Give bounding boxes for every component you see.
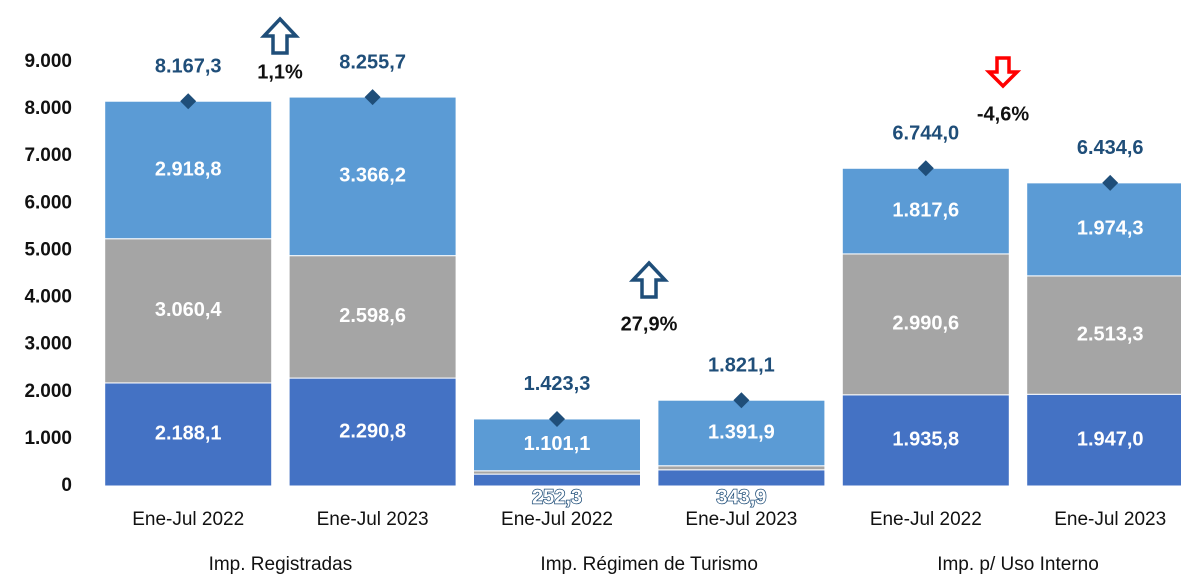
bar-segment: [473, 418, 641, 472]
total-label: 1.423,3: [524, 373, 591, 395]
value-label: 3.366,2: [339, 165, 406, 187]
x-tick-label: Ene-Jul 2023: [1054, 509, 1166, 530]
value-label: 2.513,3: [1077, 323, 1144, 345]
bar-segment: [841, 253, 1010, 396]
value-label: 2.188,1: [155, 423, 222, 445]
total-label: 6.434,6: [1077, 137, 1144, 159]
total-marker: [364, 89, 381, 106]
y-tick-label: 2.000: [24, 381, 72, 402]
value-label: 3.060,4: [155, 299, 223, 321]
y-tick-label: 0: [61, 475, 72, 496]
change-label: -4,6%: [977, 103, 1029, 125]
value-label: 1.935,8: [892, 429, 959, 451]
value-label: 1.947,0: [1077, 428, 1144, 450]
bar-segment: [104, 382, 273, 487]
bar-segment: [1026, 182, 1181, 277]
bar-segment: [841, 167, 1010, 255]
change-arrow: [984, 56, 1022, 89]
y-tick-label: 3.000: [24, 334, 72, 355]
total-marker: [549, 410, 565, 427]
total-label: 1.821,1: [708, 354, 775, 376]
value-label: 1.391,9: [708, 421, 775, 443]
y-tick-label: 9.000: [24, 51, 72, 72]
group-label: Imp. p/ Uso Interno: [937, 554, 1099, 575]
bar-segment: [473, 473, 641, 487]
bar-segment: [288, 96, 457, 257]
change-arrow: [259, 16, 301, 55]
value-label: 343,9: [716, 486, 766, 508]
y-tick-label: 4.000: [24, 287, 72, 308]
change-arrow: [628, 260, 670, 299]
value-label: 2.598,6: [339, 305, 406, 327]
total-marker: [1102, 174, 1119, 191]
value-label: 252,3: [532, 486, 582, 508]
x-tick-label: Ene-Jul 2022: [132, 509, 244, 530]
value-label: 2.290,8: [339, 420, 406, 442]
bar-segment: [1026, 275, 1181, 395]
y-tick-label: 5.000: [24, 239, 72, 260]
y-tick-label: 8.000: [24, 98, 72, 119]
total-marker: [180, 93, 197, 110]
bar-segment: [288, 377, 457, 487]
group-label: Imp. Régimen de Turismo: [540, 554, 758, 575]
change-label: 1,1%: [257, 61, 303, 83]
value-label: 2.990,6: [892, 313, 959, 335]
x-tick-label: Ene-Jul 2022: [501, 509, 613, 530]
value-label: 1.974,3: [1077, 218, 1144, 240]
bar-segment: [657, 469, 826, 487]
total-label: 8.255,7: [339, 51, 406, 73]
y-tick-label: 1.000: [24, 428, 72, 449]
value-label: 1.817,6: [892, 199, 959, 221]
value-label: 2.918,8: [155, 158, 222, 180]
total-label: 6.744,0: [892, 123, 959, 145]
total-marker: [917, 160, 934, 177]
x-tick-label: Ene-Jul 2023: [685, 509, 797, 530]
y-tick-label: 7.000: [24, 145, 72, 166]
group-label: Imp. Registradas: [209, 554, 353, 575]
x-tick-label: Ene-Jul 2022: [870, 509, 982, 530]
bar-segment: [657, 465, 826, 471]
bar-segment: [1026, 393, 1181, 487]
x-tick-label: Ene-Jul 2023: [317, 509, 429, 530]
bar-segment: [104, 238, 273, 384]
change-label: 27,9%: [621, 313, 678, 335]
y-tick-label: 6.000: [24, 192, 72, 213]
bar-segment: [657, 399, 826, 467]
total-label: 8.167,3: [155, 56, 222, 78]
total-marker: [733, 392, 750, 409]
value-label: 1.101,1: [524, 433, 591, 455]
